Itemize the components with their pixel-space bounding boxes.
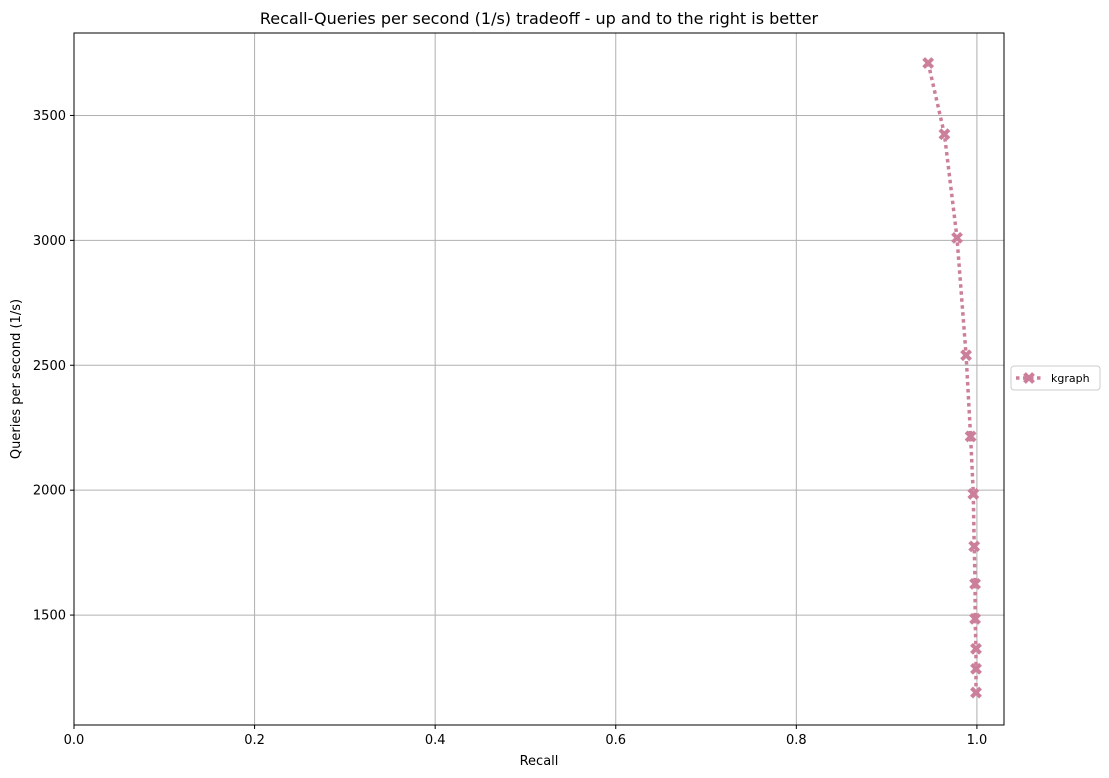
y-tick-label: 2500: [33, 359, 66, 374]
data-point: [970, 686, 982, 699]
data-point: [970, 662, 982, 675]
legend-label: kgraph: [1051, 372, 1090, 385]
x-tick-label: 0.8: [786, 733, 807, 748]
data-point: [922, 57, 935, 69]
grid: [73, 33, 1004, 725]
y-tick-label: 2000: [33, 484, 66, 499]
y-tick-label: 3000: [33, 234, 66, 249]
chart-title: Recall-Queries per second (1/s) tradeoff…: [260, 9, 819, 28]
y-tick-label: 3500: [33, 109, 66, 124]
data-point: [951, 231, 963, 244]
ticks: 0.0 0.2 0.4 0.6 0.8 1.0 1500 2000 2500 3000 3500: [33, 109, 987, 748]
plot-area: [73, 32, 1005, 726]
series-layer: [922, 57, 982, 699]
data-point: [964, 430, 977, 443]
data-point: [938, 128, 951, 141]
x-tick-label: 0.4: [425, 733, 446, 748]
x-tick-label: 0.0: [64, 733, 85, 748]
data-point: [969, 612, 982, 625]
data-point: [969, 577, 982, 590]
legend-marker: [1023, 372, 1035, 384]
data-point: [970, 642, 982, 655]
x-tick-label: 0.2: [244, 733, 265, 748]
data-point: [960, 349, 972, 362]
x-axis-label: Recall: [520, 754, 559, 769]
series-line-kgraph: [926, 62, 978, 693]
legend-box: [1010, 365, 1101, 391]
y-axis-label: Queries per second (1/s): [9, 299, 24, 459]
data-point: [968, 540, 981, 553]
y-tick-label: 1500: [33, 609, 66, 624]
data-point: [967, 488, 980, 500]
x-tick-label: 1.0: [967, 733, 988, 748]
x-tick-label: 0.6: [605, 733, 626, 748]
legend: kgraph: [1010, 365, 1101, 391]
